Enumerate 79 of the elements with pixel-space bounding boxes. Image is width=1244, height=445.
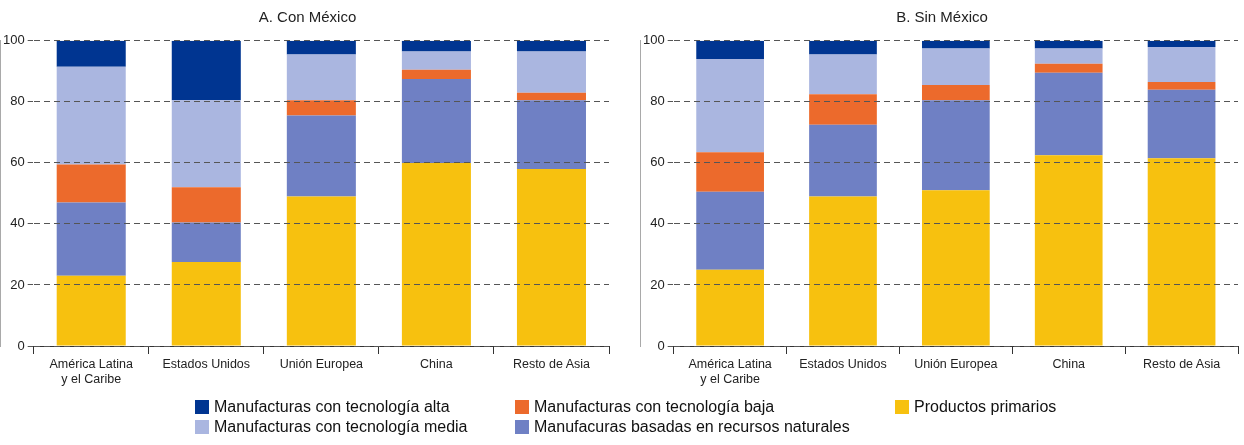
y-tick-label: 40 [10,215,25,231]
bar [921,85,990,101]
y-tick-label: 0 [17,337,25,353]
bar [401,78,471,163]
bar [696,191,764,270]
bar [516,40,586,52]
bar [809,196,877,346]
bar [171,187,241,223]
bar [696,269,764,346]
bar [516,168,586,346]
legend-label: Manufacturas con tecnología alta [214,398,450,416]
bar [1147,82,1216,90]
x-tick-label: Estados Unidos [162,356,251,371]
bar [921,48,990,86]
bar [401,69,471,79]
bar [1147,158,1216,346]
bar [56,40,126,67]
y-tick-label: 20 [650,276,665,292]
bar [1034,155,1103,346]
bar [286,196,356,346]
bar [286,115,356,197]
y-tick-label: 40 [650,215,665,231]
chart-title: A. Con México [257,8,358,25]
bar [56,275,126,346]
bar [516,100,586,169]
bar [401,162,471,346]
bar [1034,40,1103,49]
bar [921,40,990,49]
bar [809,94,877,125]
bar [1034,48,1103,64]
legend-label: Productos primarios [914,398,1057,416]
y-tick-label: 60 [650,154,665,170]
bar [56,202,126,276]
bar [1147,46,1216,82]
chart-title: B. Sin México [895,8,989,25]
bar [56,66,126,165]
bar [56,164,126,203]
bar [171,222,241,263]
x-tick-label: América Latina y el Caribe [49,356,133,386]
bar [401,40,471,52]
y-tick-label: 0 [657,337,665,353]
bar [516,51,586,93]
bar [921,100,990,191]
bar [1147,89,1216,159]
bar [921,190,990,346]
legend-label: Manufacturas con tecnología baja [534,398,775,416]
bar [696,59,764,153]
bar [171,262,241,346]
bar [171,40,241,101]
bar [286,54,356,101]
x-tick-label: China [420,356,453,371]
legend-label: Manufacuras basadas en recursos naturales [534,418,850,436]
bar [1034,72,1103,156]
x-tick-label: Resto de Asia [1143,356,1221,371]
x-tick-label: Unión Europea [914,356,998,371]
y-tick-label: 100 [2,32,25,48]
x-tick-label: Unión Europea [279,356,364,371]
y-tick-label: 80 [10,93,25,109]
bar [171,100,241,188]
y-tick-label: 100 [642,32,665,48]
bar [286,40,356,55]
bar [809,124,877,197]
bar [696,152,764,192]
bar [516,92,586,101]
bar [809,40,877,55]
y-tick-label: 20 [10,276,25,292]
x-tick-label: Resto de Asia [512,356,591,371]
legend-label: Manufacturas con tecnología media [214,418,468,436]
y-tick-label: 80 [650,93,665,109]
bar [1147,40,1216,47]
y-tick-label: 60 [10,154,25,170]
bar [809,54,877,95]
bar [696,40,764,60]
bar [1034,63,1103,73]
bar [401,51,471,70]
x-tick-label: China [1052,356,1086,371]
x-tick-label: América Latina y el Caribe [688,356,772,386]
x-tick-label: Estados Unidos [799,356,887,371]
bar [286,100,356,116]
